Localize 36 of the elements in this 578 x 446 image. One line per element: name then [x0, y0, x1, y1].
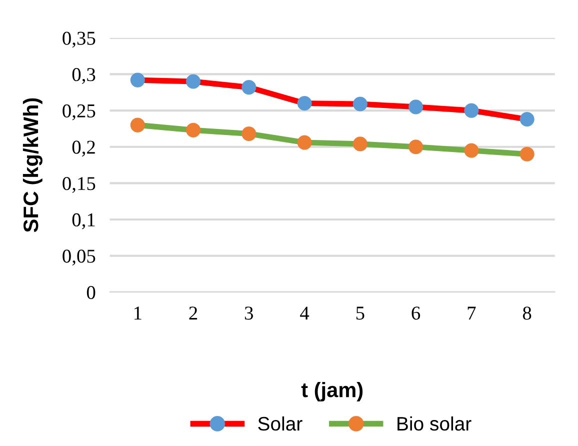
y-tick-label: 0,15: [62, 176, 96, 193]
x-tick-label: 6: [412, 306, 420, 320]
point: [352, 136, 368, 152]
point: [130, 72, 145, 88]
x-tick-label: 1: [134, 306, 142, 320]
point: [520, 146, 534, 162]
y-tick-label: 0,3: [72, 68, 96, 84]
point: [464, 143, 479, 158]
point: [186, 74, 201, 89]
y-tick-label: 0,1: [72, 213, 95, 230]
point: [464, 103, 479, 118]
x-tick-label: 4: [300, 306, 310, 320]
y-axis-title: SFC (kg/kWh): [22, 98, 42, 232]
y-tick-label: 0: [86, 286, 96, 300]
point: [130, 118, 145, 132]
x-tick-label: 7: [468, 306, 476, 320]
y-tick-label: 0,35: [62, 32, 96, 48]
point: [242, 80, 256, 95]
y-tick-label: 0,2: [72, 140, 95, 157]
legend-label: Solar: [258, 416, 302, 431]
point: [520, 112, 534, 127]
x-tick-label: 5: [356, 306, 364, 320]
y-tick-label: 0,25: [62, 104, 96, 120]
point: [297, 96, 312, 111]
point: [408, 140, 424, 154]
y-tick-label: 0,05: [62, 250, 96, 266]
point: [186, 122, 201, 138]
x-tick-label: 2: [189, 306, 198, 320]
point: [242, 126, 256, 142]
x-tick-label: 8: [522, 306, 532, 320]
point: [297, 135, 312, 150]
point: [352, 96, 368, 112]
point: [408, 100, 424, 114]
legend-label: Bio solar: [398, 416, 472, 431]
x-axis-title: t (jam): [301, 382, 363, 402]
x-tick-label: 3: [244, 306, 254, 320]
